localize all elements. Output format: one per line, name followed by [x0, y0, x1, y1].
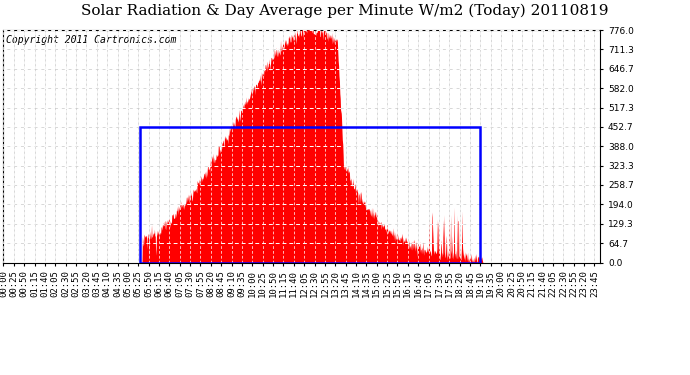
Text: Solar Radiation & Day Average per Minute W/m2 (Today) 20110819: Solar Radiation & Day Average per Minute… [81, 4, 609, 18]
Text: Copyright 2011 Cartronics.com: Copyright 2011 Cartronics.com [6, 34, 177, 45]
Bar [140, 127, 480, 262]
